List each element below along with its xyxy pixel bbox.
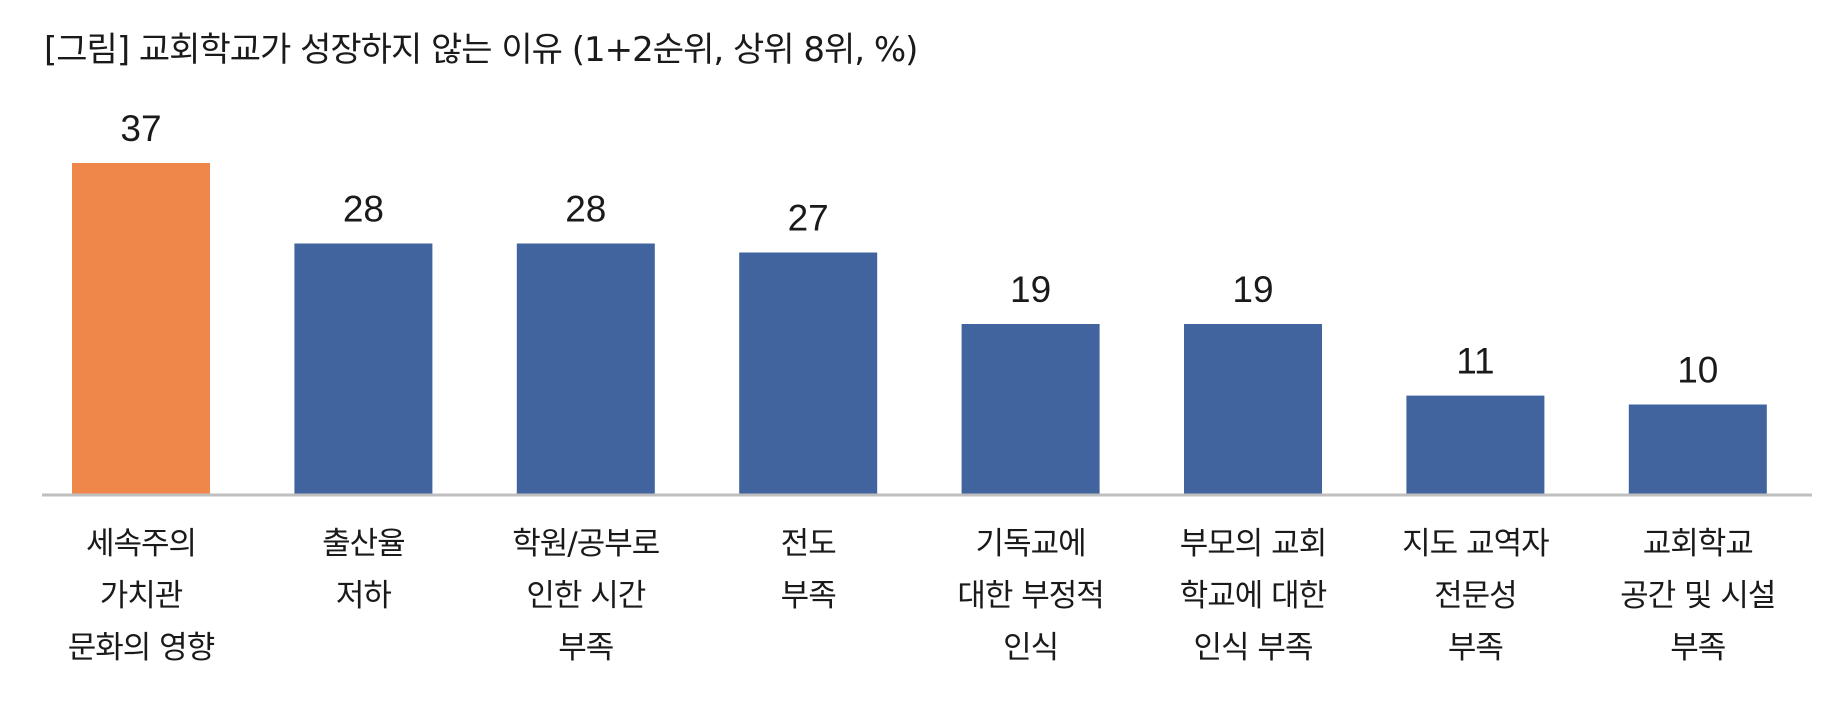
bar-4: [739, 252, 878, 494]
category-label-6: 부모의 교회 학교에 대한 인식 부족: [1180, 526, 1327, 666]
bar-1: [72, 163, 210, 494]
category-label-4: 전도 부족: [781, 526, 836, 614]
bar-6: [1184, 324, 1322, 494]
category-label-3: 학원/공부로 인한 시간 부족: [512, 526, 659, 666]
bar-3: [516, 243, 655, 494]
bars-group: [72, 163, 1767, 494]
chart-title: [그림] 교회학교가 성장하지 않는 이유 (1+2순위, 상위 8위, %): [44, 30, 918, 70]
value-label-6: 19: [1232, 269, 1273, 310]
value-label-3: 28: [565, 189, 606, 230]
category-label-8: 교회학교 공간 및 시설 부족: [1620, 526, 1775, 666]
value-label-7: 11: [1456, 341, 1494, 382]
value-label-5: 19: [1010, 269, 1051, 310]
category-label-5: 기독교에 대한 부정적 인식: [957, 526, 1103, 666]
value-label-4: 27: [788, 198, 829, 239]
category-label-2: 출산율 저하: [322, 526, 405, 614]
value-label-2: 28: [343, 189, 384, 230]
bar-2: [294, 243, 433, 494]
value-labels-group: 37 28 28 27 19 19 11 10: [120, 108, 1718, 391]
category-label-1: 세속주의 가치관 문화의 영향: [68, 526, 215, 666]
value-label-1: 37: [120, 108, 161, 149]
bar-5: [961, 324, 1100, 494]
bar-8: [1628, 404, 1767, 494]
category-label-7: 지도 교역자 전문성 부족: [1402, 526, 1549, 666]
value-label-8: 10: [1677, 350, 1718, 391]
bar-7: [1406, 395, 1545, 494]
category-labels-group: 세속주의 가치관 문화의 영향 출산율 저하 학원/공부로 인한 시간 부족 전도 부족 기독교에 대…: [68, 526, 1777, 666]
